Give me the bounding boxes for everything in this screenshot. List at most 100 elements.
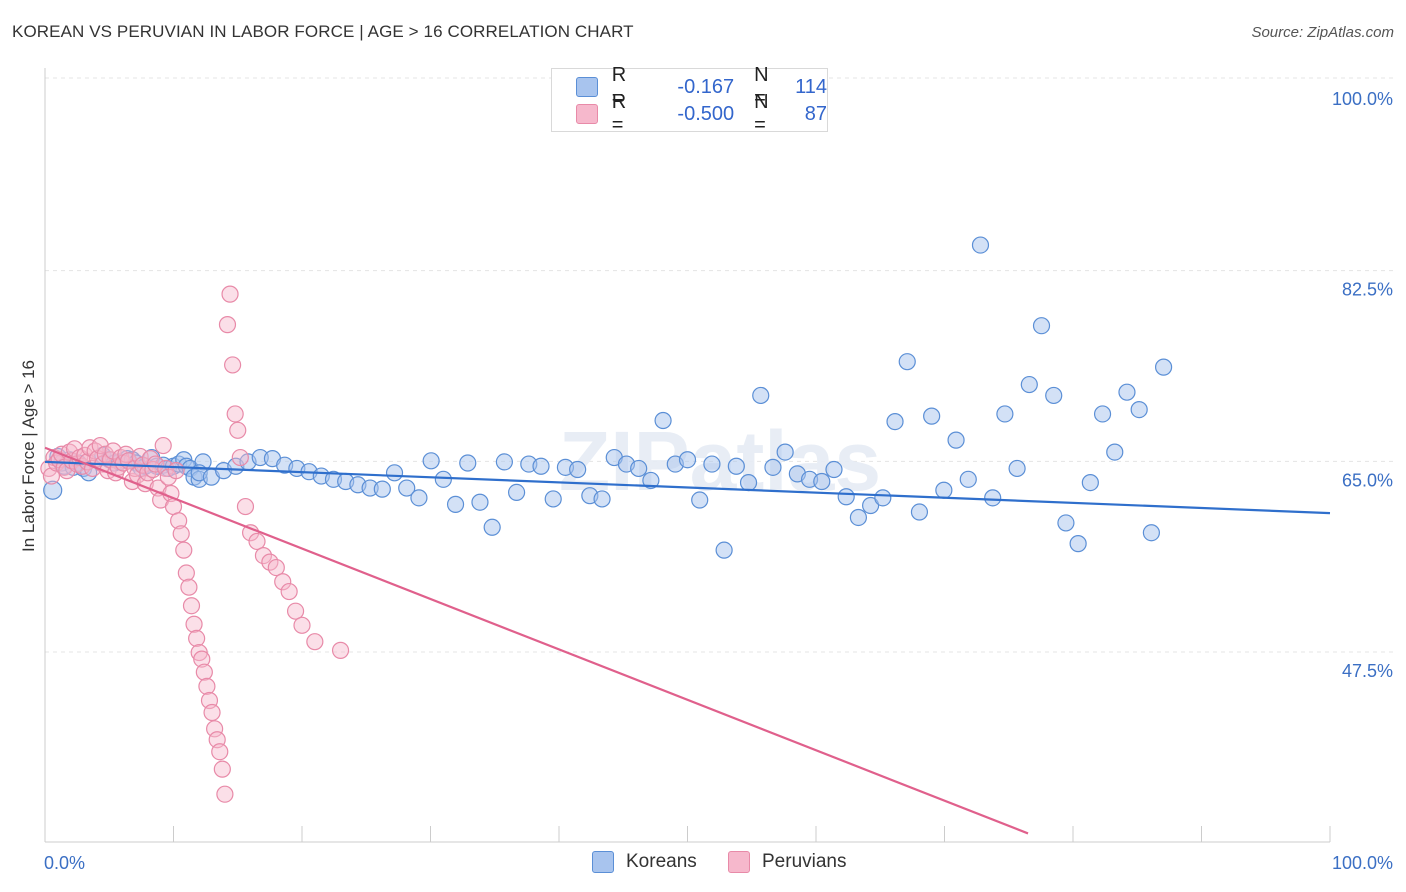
korean-point <box>691 491 709 509</box>
korean-point <box>1045 386 1063 405</box>
korean-point <box>1081 474 1099 492</box>
korean-point <box>385 464 404 482</box>
korean-point <box>593 490 611 508</box>
korean-point <box>739 474 758 492</box>
korean-point <box>1020 375 1038 394</box>
y-tick-label: 82.5% <box>1342 280 1393 300</box>
korean-point <box>1130 401 1148 419</box>
peruvian-point <box>167 462 185 480</box>
korean-n-value: 114 <box>795 75 828 98</box>
chart-title: KOREAN VS PERUVIAN IN LABOR FORCE | AGE … <box>12 22 634 41</box>
korean-point <box>715 541 733 559</box>
peruvian-series <box>40 285 350 803</box>
korean-point <box>483 518 501 536</box>
korean-point <box>1154 358 1173 376</box>
peruvian-point <box>180 578 198 596</box>
peruvian-point <box>280 582 298 601</box>
korean-point <box>727 457 745 475</box>
peruvian-swatch <box>576 104 598 124</box>
korean-point <box>935 481 953 499</box>
peruvian-point <box>216 785 234 803</box>
peruvian-point <box>331 641 350 659</box>
peruvian-point <box>306 633 324 651</box>
grid-lines <box>45 77 1395 653</box>
tick-labels: 100.0% 82.5% 65.0% 47.5% 0.0% 100.0% <box>44 89 1393 873</box>
peruvian-point <box>175 541 193 559</box>
legend-r-label: R = <box>611 91 627 136</box>
peruvian-point <box>213 760 231 778</box>
korean-point <box>959 470 977 488</box>
peruvian-point <box>231 448 249 467</box>
korean-point <box>446 495 465 513</box>
series-legend: Koreans Peruvians <box>0 851 1406 877</box>
korean-point <box>971 236 990 254</box>
peruvian-point <box>193 650 211 668</box>
y-tick-label: 65.0% <box>1342 470 1393 490</box>
peruvian-point <box>177 564 195 582</box>
korean-point <box>434 470 452 488</box>
korean-point <box>1008 459 1026 478</box>
x-tick-label-right: 100.0% <box>1332 853 1393 873</box>
korean-point <box>984 489 1002 507</box>
korean-trend-line <box>44 460 1331 515</box>
korean-point <box>947 431 965 449</box>
korean-point <box>1142 524 1160 542</box>
peruvian-point <box>293 616 311 634</box>
peruvian-point <box>146 455 165 473</box>
peruvian-point <box>218 316 237 334</box>
y-tick-label: 100.0% <box>1332 89 1393 109</box>
korean-point <box>642 471 660 490</box>
korean-point <box>459 454 477 472</box>
korean-point <box>1118 383 1136 401</box>
korean-swatch <box>576 77 598 97</box>
korean-point <box>373 480 391 498</box>
korean-point <box>813 472 831 491</box>
source-credit: Source: ZipAtlas.com <box>1251 24 1394 41</box>
legend-row-koreans: R = -0.167 N = 114 <box>576 64 828 109</box>
peruvian-point <box>229 421 247 439</box>
korean-point <box>532 457 550 475</box>
korean-point <box>1106 443 1124 461</box>
peruvian-point <box>182 597 201 615</box>
stats-legend: R = -0.167 N = 114 R = -0.500 N = 87 <box>551 64 828 136</box>
peruvian-r-value: -0.500 <box>677 102 735 125</box>
korean-point <box>862 496 880 515</box>
korean-point <box>1032 317 1051 335</box>
legend-item-koreans[interactable]: Koreans <box>592 851 697 873</box>
peruvian-point <box>195 663 213 681</box>
legend-label-koreans: Koreans <box>626 851 697 872</box>
peruvian-point <box>188 629 206 648</box>
korean-point <box>752 386 770 405</box>
peruvian-point <box>211 743 229 761</box>
korean-point <box>471 493 489 511</box>
korean-point <box>923 407 941 425</box>
korean-point <box>910 503 929 521</box>
peruvian-point <box>286 602 305 620</box>
peruvian-point <box>198 677 216 695</box>
korean-point <box>996 405 1014 423</box>
peruvian-point <box>185 615 203 633</box>
peruvian-trend-line <box>44 446 1029 835</box>
peruvian-point <box>248 532 266 551</box>
korean-point <box>886 412 904 431</box>
legend-n-label: N = <box>754 64 769 109</box>
korean-r-value: -0.167 <box>677 75 735 98</box>
peruvian-point <box>254 546 273 565</box>
korean-point <box>43 480 63 500</box>
peruvian-point <box>42 467 61 485</box>
korean-point <box>422 452 440 470</box>
korean-point <box>898 353 916 371</box>
legend-item-peruvians[interactable]: Peruvians <box>728 851 847 873</box>
korean-point <box>874 489 892 507</box>
legend-row-peruvians: R = -0.500 N = 87 <box>576 91 828 136</box>
peruvian-point <box>154 436 172 455</box>
korean-point <box>398 479 416 497</box>
korean-point <box>825 460 843 479</box>
korean-point <box>1093 405 1112 423</box>
peruvian-point <box>221 285 239 303</box>
peruvian-n-value: 87 <box>804 102 828 125</box>
peruvian-point <box>170 512 188 530</box>
korean-point <box>630 459 648 478</box>
korean-point <box>849 508 868 527</box>
korean-point <box>507 483 526 502</box>
